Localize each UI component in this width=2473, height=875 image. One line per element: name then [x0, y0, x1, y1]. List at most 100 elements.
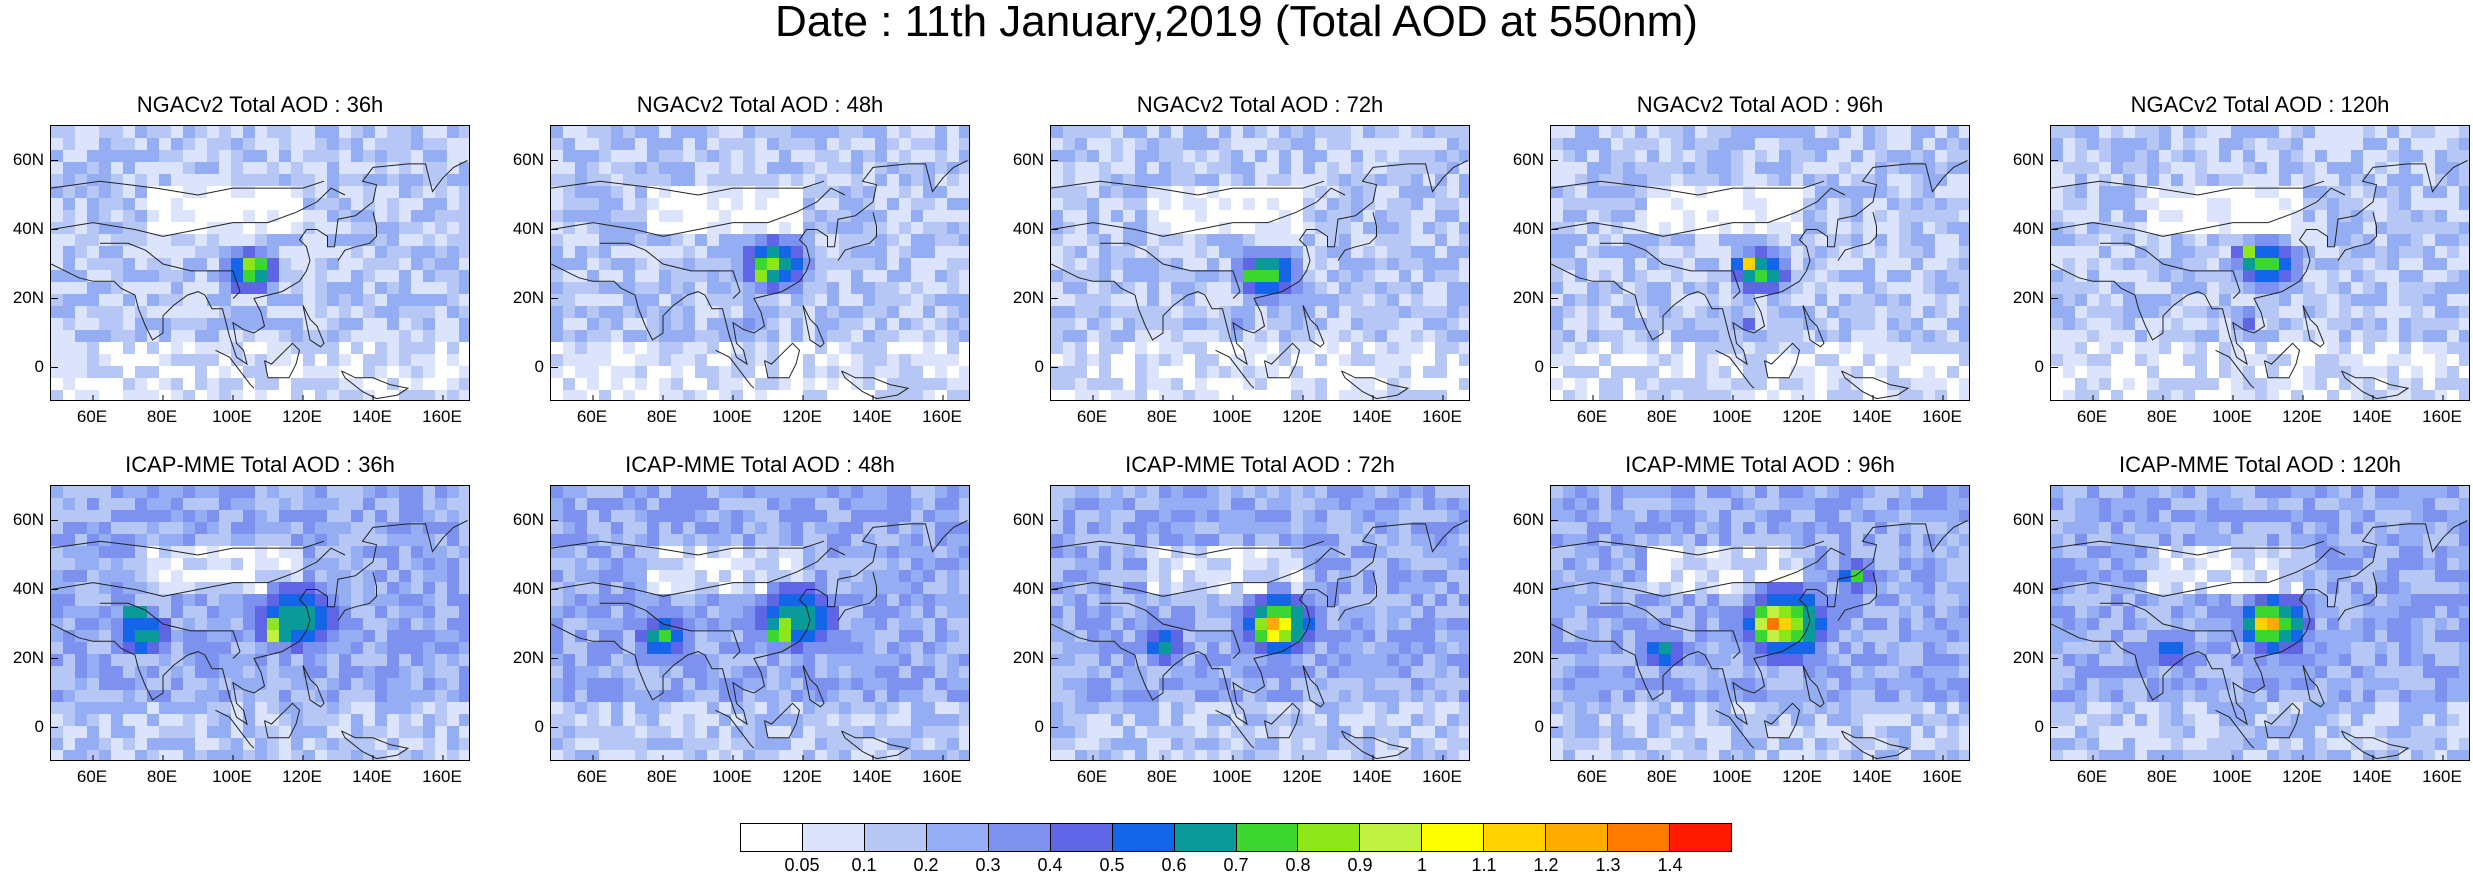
aod-cell	[399, 174, 411, 186]
aod-cell	[1815, 198, 1827, 210]
aod-cell	[1195, 330, 1207, 342]
aod-cell	[123, 270, 135, 282]
aod-cell	[447, 246, 459, 258]
aod-cell	[183, 678, 195, 690]
aod-cell	[1947, 378, 1959, 390]
aod-cell	[2171, 282, 2183, 294]
aod-cell	[2375, 150, 2387, 162]
aod-cell	[767, 378, 779, 390]
aod-cell	[911, 210, 923, 222]
aod-cell	[1339, 234, 1351, 246]
aod-cell	[195, 558, 207, 570]
aod-cell	[1291, 174, 1303, 186]
aod-cell	[2375, 318, 2387, 330]
aod-cell	[219, 618, 231, 630]
aod-cell	[2123, 294, 2135, 306]
aod-cell	[1387, 234, 1399, 246]
aod-cell	[1051, 330, 1063, 342]
aod-cell	[1435, 294, 1447, 306]
aod-cell	[315, 282, 327, 294]
aod-cell	[947, 174, 959, 186]
aod-cell	[1291, 234, 1303, 246]
aod-cell	[2279, 390, 2291, 401]
aod-cell	[1707, 222, 1719, 234]
aod-cell	[63, 678, 75, 690]
aod-cell	[2135, 318, 2147, 330]
aod-cell	[1363, 222, 1375, 234]
aod-cell	[659, 150, 671, 162]
aod-cell	[1147, 294, 1159, 306]
aod-cell	[1875, 174, 1887, 186]
y-tick-label: 0	[1500, 358, 1544, 376]
aod-cell	[1207, 150, 1219, 162]
aod-cell	[1767, 150, 1779, 162]
aod-cell	[563, 150, 575, 162]
aod-cell	[423, 186, 435, 198]
aod-cell	[2327, 210, 2339, 222]
y-tick-label: 20N	[0, 289, 44, 307]
aod-cell	[2399, 342, 2411, 354]
aod-cell	[327, 510, 339, 522]
aod-cell	[683, 210, 695, 222]
aod-cell	[1219, 294, 1231, 306]
aod-cell	[327, 678, 339, 690]
map-canvas	[51, 126, 470, 401]
aod-cell	[1935, 138, 1947, 150]
aod-cell	[635, 186, 647, 198]
aod-cell	[279, 174, 291, 186]
aod-cell	[1447, 318, 1459, 330]
aod-cell	[551, 318, 563, 330]
aod-cell	[1267, 282, 1279, 294]
aod-cell	[1731, 150, 1743, 162]
aod-cell	[267, 138, 279, 150]
aod-cell	[1411, 234, 1423, 246]
aod-cell	[2207, 378, 2219, 390]
aod-cell	[1599, 354, 1611, 366]
aod-cell	[1875, 390, 1887, 401]
x-tick-label: 80E	[637, 408, 687, 426]
aod-cell	[447, 690, 459, 702]
aod-cell	[2099, 378, 2111, 390]
aod-cell	[1159, 318, 1171, 330]
aod-cell	[339, 174, 351, 186]
aod-cell	[87, 618, 99, 630]
aod-cell	[1755, 126, 1767, 138]
aod-cell	[2447, 234, 2459, 246]
aod-cell	[827, 198, 839, 210]
y-tick-label: 60N	[1500, 151, 1544, 169]
aod-cell	[791, 234, 803, 246]
aod-cell	[351, 174, 363, 186]
aod-cell	[231, 162, 243, 174]
aod-cell	[351, 186, 363, 198]
aod-cell	[1707, 246, 1719, 258]
aod-cell	[743, 138, 755, 150]
aod-cell	[767, 174, 779, 186]
aod-cell	[731, 138, 743, 150]
aod-cell	[1363, 138, 1375, 150]
aod-cell	[387, 150, 399, 162]
aod-cell	[1423, 222, 1435, 234]
aod-cell	[1779, 126, 1791, 138]
aod-cell	[911, 246, 923, 258]
aod-cell	[1423, 258, 1435, 270]
aod-cell	[159, 642, 171, 654]
aod-cell	[2099, 366, 2111, 378]
aod-cell	[1123, 318, 1135, 330]
aod-cell	[1075, 270, 1087, 282]
aod-cell	[2291, 138, 2303, 150]
aod-cell	[827, 378, 839, 390]
aod-cell	[2279, 330, 2291, 342]
aod-cell	[2159, 294, 2171, 306]
aod-cell	[707, 342, 719, 354]
aod-cell	[279, 246, 291, 258]
aod-cell	[2123, 330, 2135, 342]
aod-cell	[2411, 342, 2423, 354]
y-tick-label: 40N	[1000, 220, 1044, 238]
aod-cell	[1731, 330, 1743, 342]
aod-cell	[635, 342, 647, 354]
aod-cell	[611, 210, 623, 222]
aod-cell	[2423, 150, 2435, 162]
aod-cell	[63, 654, 75, 666]
aod-cell	[1447, 198, 1459, 210]
aod-cell	[1575, 366, 1587, 378]
